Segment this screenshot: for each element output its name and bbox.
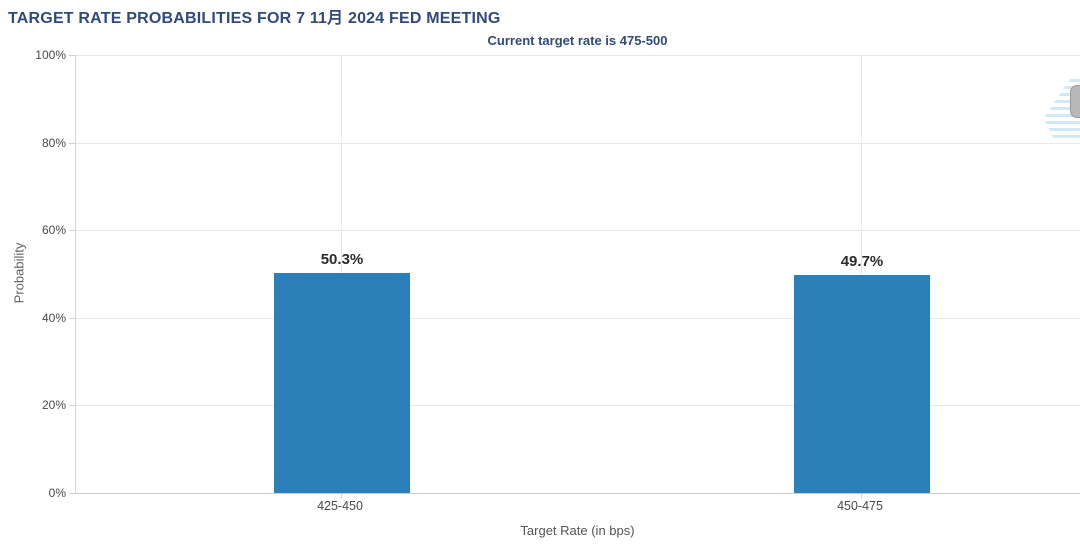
x-tick-label-450-475: 450-475	[837, 499, 883, 513]
chart-title: TARGET RATE PROBABILITIES FOR 7 11月 2024…	[8, 10, 501, 27]
gridline-60	[76, 230, 1080, 232]
y-tick	[69, 55, 76, 56]
gridline-40	[76, 317, 1080, 319]
y-tick	[69, 317, 76, 319]
plot-area: 50.3% 49.7%	[69, 55, 1080, 498]
y-axis-tick-labels: 100% 80% 60% 40% 20% 0%	[0, 48, 66, 500]
bar-value-label: 50.3%	[320, 250, 364, 268]
y-tick-label-20: 20%	[41, 398, 66, 413]
y-tick-label-80: 80%	[41, 135, 66, 150]
y-tick	[69, 230, 76, 232]
x-tick	[341, 493, 342, 498]
x-axis-title: Target Rate (in bps)	[520, 523, 635, 538]
bar-value-label: 49.7%	[840, 253, 884, 271]
y-tick-label-0: 0%	[48, 486, 66, 500]
y-tick-label-100: 100%	[35, 48, 66, 62]
gridline-80	[76, 142, 1080, 144]
gridline-100	[76, 55, 1080, 56]
bar-425-450[interactable]	[274, 272, 410, 493]
bar-group-425-450: 50.3%	[274, 55, 410, 493]
scrollbar-thumb[interactable]	[1070, 85, 1080, 118]
y-tick	[69, 142, 76, 144]
bar-450-475[interactable]	[794, 275, 930, 493]
x-tick-label-425-450: 425-450	[317, 499, 363, 513]
x-axis-tick-labels: 425-450 450-475	[75, 499, 1079, 515]
gridline-20	[76, 405, 1080, 407]
y-tick	[69, 493, 76, 494]
bar-group-450-475: 49.7%	[794, 55, 930, 493]
chart-subtitle: Current target rate is 475-500	[487, 33, 668, 48]
y-tick	[69, 405, 76, 407]
y-tick-label-60: 60%	[41, 223, 66, 238]
gridline-category-2	[861, 55, 862, 493]
y-tick-label-40: 40%	[41, 310, 66, 325]
x-tick	[861, 493, 862, 498]
